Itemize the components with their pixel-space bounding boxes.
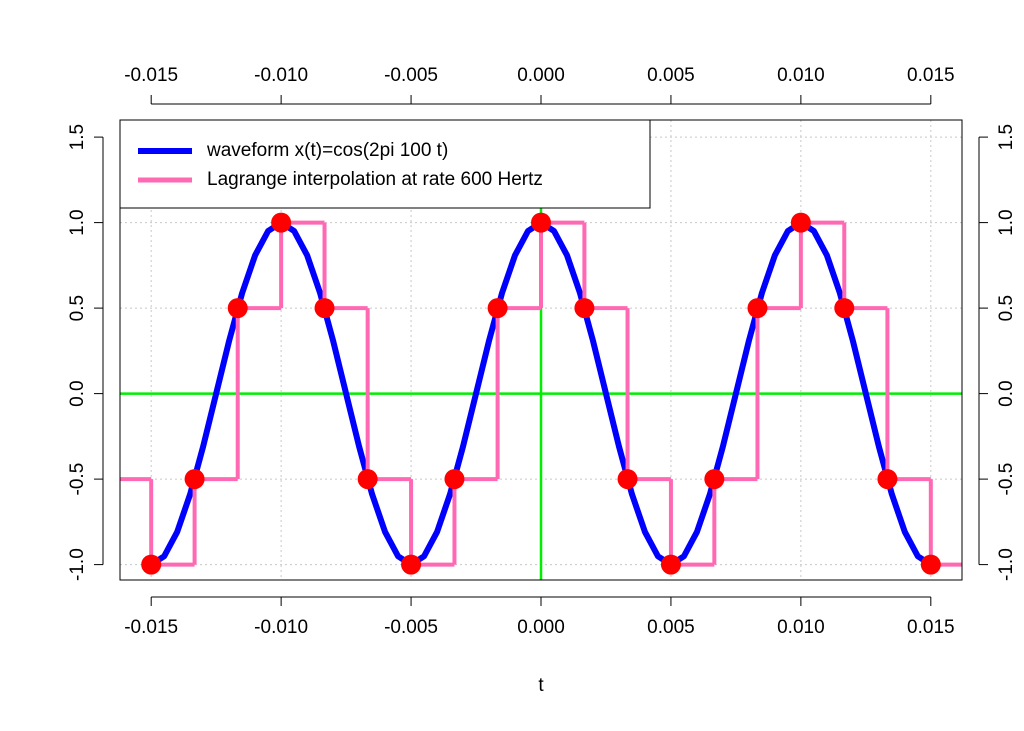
x-tick-label: 0.005 xyxy=(647,65,695,86)
x-tick-label: -0.010 xyxy=(254,617,308,638)
x-tick-label: 0.015 xyxy=(907,617,955,638)
x-tick-label: 0.010 xyxy=(777,65,825,86)
x-tick-label: 0.010 xyxy=(777,617,825,638)
step-segment xyxy=(928,479,962,567)
sample-point xyxy=(227,298,248,319)
legend-label: Lagrange interpolation at rate 600 Hertz xyxy=(207,169,543,190)
sample-point xyxy=(877,469,898,490)
y-tick-label: 1.5 xyxy=(67,124,88,150)
y-tick-label: 0.5 xyxy=(67,295,88,321)
sample-point xyxy=(184,469,205,490)
x-tick-label: 0.000 xyxy=(517,617,565,638)
y-tick-label: 1.0 xyxy=(67,209,88,235)
sample-point xyxy=(747,298,768,319)
x-tick-label: 0.005 xyxy=(647,617,695,638)
legend-box xyxy=(119,119,651,209)
plot-area xyxy=(120,212,962,575)
x-tick-label: 0.000 xyxy=(517,65,565,86)
sample-point xyxy=(444,469,465,490)
y-tick-label: -0.5 xyxy=(996,463,1017,496)
x-axis-label: t xyxy=(538,675,544,696)
step-segment xyxy=(712,477,758,565)
step-segment xyxy=(322,222,368,311)
y-tick-label: 1.0 xyxy=(996,209,1017,235)
y-tick-label: 0.0 xyxy=(67,380,88,406)
x-tick-label: -0.005 xyxy=(384,65,438,86)
sample-point xyxy=(617,469,638,490)
sample-point xyxy=(660,554,681,575)
y-tick-label: 0.0 xyxy=(996,380,1017,406)
sample-point xyxy=(790,212,811,233)
y-tick-label: -1.0 xyxy=(67,548,88,581)
sample-point xyxy=(271,212,292,233)
y-tick-label: 0.5 xyxy=(996,295,1017,321)
legend-label: waveform x(t)=cos(2pi 100 t) xyxy=(206,140,448,161)
x-tick-label: -0.005 xyxy=(384,617,438,638)
sample-point xyxy=(314,298,335,319)
sample-point xyxy=(574,298,595,319)
step-segment xyxy=(192,477,238,565)
sample-point xyxy=(357,469,378,490)
sample-point xyxy=(920,554,941,575)
sample-point xyxy=(834,298,855,319)
sample-point xyxy=(531,212,551,233)
sample-point xyxy=(704,469,725,490)
x-tick-label: -0.010 xyxy=(254,65,308,86)
sample-point xyxy=(401,554,422,575)
step-segment xyxy=(842,222,888,311)
step-segment xyxy=(452,477,498,565)
step-segment xyxy=(582,222,628,311)
sample-point xyxy=(487,298,508,319)
x-tick-label: -0.015 xyxy=(124,617,178,638)
y-tick-label: -0.5 xyxy=(67,463,88,496)
sample-point xyxy=(141,554,162,575)
x-tick-label: -0.015 xyxy=(124,65,178,86)
x-tick-label: 0.015 xyxy=(907,65,955,86)
y-tick-label: -1.0 xyxy=(996,548,1017,581)
y-tick-label: 1.5 xyxy=(996,124,1017,150)
